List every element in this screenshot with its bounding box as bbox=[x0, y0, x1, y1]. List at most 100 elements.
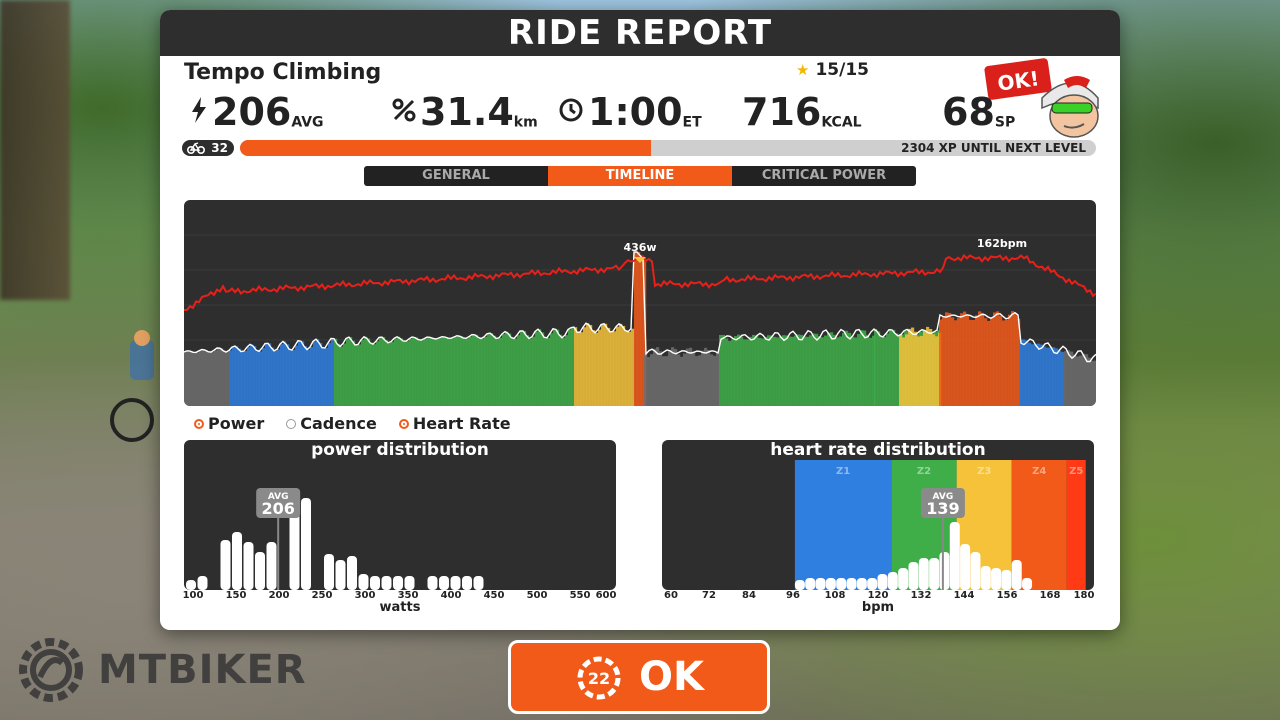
power-zone-bar bbox=[550, 333, 554, 406]
power-histogram-bar bbox=[404, 576, 415, 590]
power-zone-bar bbox=[196, 352, 200, 406]
power-zone-bar bbox=[842, 332, 846, 406]
hr-histogram-bar bbox=[960, 544, 971, 590]
power-zone-bar bbox=[908, 328, 912, 406]
power-zone-bar bbox=[496, 338, 500, 406]
power-zone-bar bbox=[388, 342, 392, 406]
svg-text:22: 22 bbox=[588, 669, 610, 688]
power-zone-bar bbox=[310, 347, 314, 406]
power-zone-bar bbox=[821, 337, 825, 406]
power-zone-bar bbox=[295, 345, 299, 406]
power-zone-bar bbox=[613, 331, 617, 406]
power-zone-bar bbox=[932, 334, 936, 406]
legend-cadence[interactable]: Cadence bbox=[286, 414, 377, 433]
power-zone-bar bbox=[418, 339, 422, 406]
hr-histogram-bar bbox=[991, 568, 1002, 590]
power-zone-bar bbox=[686, 348, 690, 406]
hr-histogram-bar bbox=[805, 578, 816, 590]
hr-zone-label: Z1 bbox=[836, 466, 850, 477]
power-histogram-bar bbox=[450, 576, 461, 590]
power-zone-bar bbox=[187, 350, 191, 406]
power-zone-bar bbox=[265, 343, 269, 406]
power-zone-bar bbox=[607, 327, 611, 406]
power-zone-bar bbox=[863, 330, 867, 406]
hr-histogram-bar bbox=[877, 574, 888, 590]
power-zone-bar bbox=[199, 350, 203, 406]
power-zone-bar bbox=[427, 337, 431, 406]
power-zone-bar bbox=[256, 350, 260, 406]
power-zone-bar bbox=[695, 356, 699, 406]
power-zone-bar bbox=[460, 336, 464, 406]
power-zone-bar bbox=[229, 350, 233, 406]
power-zone-bar bbox=[990, 317, 994, 406]
power-zone-bar bbox=[481, 338, 485, 406]
power-distribution-chart: power distribution AVG 206 bbox=[184, 440, 616, 590]
power-zone-bar bbox=[1034, 344, 1038, 406]
power-zone-bar bbox=[740, 336, 744, 406]
power-zone-bar bbox=[433, 338, 437, 406]
tab-timeline[interactable]: TIMELINE bbox=[548, 166, 732, 186]
power-zone-bar bbox=[631, 328, 635, 406]
hr-distribution-x-title: bpm bbox=[861, 600, 895, 615]
power-zone-bar bbox=[451, 338, 455, 406]
power-zone-bar bbox=[674, 349, 678, 406]
power-zone-bar bbox=[926, 326, 930, 406]
legend-power[interactable]: Power bbox=[194, 414, 264, 433]
tab-general[interactable]: GENERAL bbox=[364, 166, 548, 186]
power-zone-bar bbox=[403, 341, 407, 406]
power-zone-bar bbox=[698, 355, 702, 406]
power-zone-bar bbox=[957, 318, 961, 406]
ok-button[interactable]: 22 OK bbox=[508, 640, 770, 714]
power-zone-bar bbox=[400, 338, 404, 406]
hr-zone-band bbox=[1066, 460, 1086, 590]
power-zone-bar bbox=[202, 349, 206, 406]
power-zone-bar bbox=[923, 330, 927, 406]
power-zone-bar bbox=[328, 342, 332, 406]
hr-histogram-bar bbox=[887, 572, 898, 590]
power-zone-bar bbox=[966, 315, 970, 406]
power-zone-bar bbox=[656, 347, 660, 406]
power-zone-bar bbox=[391, 341, 395, 406]
power-zone-bar bbox=[1052, 347, 1056, 406]
power-zone-bar bbox=[235, 346, 239, 406]
stat-calories: 716KCAL bbox=[742, 90, 862, 134]
power-zone-bar bbox=[598, 329, 602, 406]
power-zone-bar bbox=[987, 320, 991, 406]
power-zone-bar bbox=[851, 336, 855, 406]
power-zone-bar bbox=[984, 318, 988, 406]
legend-heart-rate[interactable]: Heart Rate bbox=[398, 414, 511, 433]
power-zone-bar bbox=[877, 331, 881, 406]
power-histogram-bar bbox=[358, 574, 369, 590]
power-zone-bar bbox=[812, 333, 816, 406]
hr-histogram-bar bbox=[846, 578, 857, 590]
power-zone-bar bbox=[253, 346, 257, 406]
power-zone-bar bbox=[743, 339, 747, 406]
power-zone-bar bbox=[442, 336, 446, 406]
report-tabs: GENERAL TIMELINE CRITICAL POWER bbox=[364, 166, 916, 186]
power-zone-bar bbox=[1061, 351, 1065, 406]
power-zone-bar bbox=[731, 339, 735, 406]
power-zone-bar bbox=[665, 356, 669, 406]
power-zone-bar bbox=[382, 337, 386, 406]
power-zone-bar bbox=[268, 343, 272, 406]
power-zone-bar bbox=[779, 336, 783, 406]
tab-critical-power[interactable]: CRITICAL POWER bbox=[732, 166, 916, 186]
power-zone-bar bbox=[277, 349, 281, 406]
power-histogram-bar bbox=[427, 576, 438, 590]
power-zone-bar bbox=[262, 348, 266, 406]
power-zone-bar bbox=[301, 341, 305, 406]
power-zone-bar bbox=[1031, 344, 1035, 406]
power-zone-bar bbox=[770, 335, 774, 406]
power-zone-bar bbox=[725, 338, 729, 406]
power-zone-bar bbox=[647, 356, 651, 406]
power-zone-bar bbox=[830, 332, 834, 406]
power-zone-bar bbox=[250, 344, 254, 406]
power-zone-bar bbox=[394, 338, 398, 406]
power-zone-bar bbox=[939, 319, 943, 406]
ride-report-panel: RIDE REPORT Tempo Climbing ★ 15/15 206AVG… bbox=[160, 10, 1120, 630]
power-zone-bar bbox=[782, 335, 786, 406]
power-zone-bar bbox=[592, 330, 596, 406]
power-zone-bar bbox=[701, 350, 705, 406]
hr-histogram-bar bbox=[898, 568, 909, 590]
hr-zone-label: Z2 bbox=[917, 466, 931, 477]
